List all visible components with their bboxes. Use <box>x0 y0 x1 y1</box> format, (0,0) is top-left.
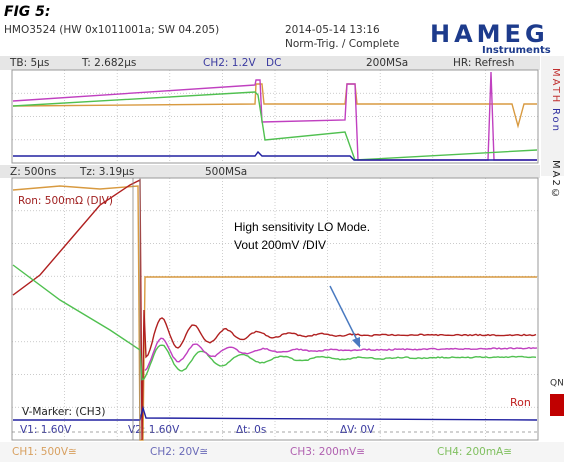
marker-dt: Δt: 0s <box>236 424 266 436</box>
logo-sub: Instruments <box>482 45 551 56</box>
marker-dv: ΔV: 0V <box>340 424 375 436</box>
trigger-status: Norm-Trig. / Complete <box>285 38 399 50</box>
arrow-head <box>352 337 360 348</box>
channel-2: CH2: 20V≅ <box>150 446 208 458</box>
trace-ron <box>13 180 536 440</box>
ron-trace-label: Ron <box>510 396 531 409</box>
datetime: 2014-05-14 13:16 <box>285 24 380 36</box>
side-ma: MA2© <box>550 160 561 201</box>
page: FIG 5: HMO3524 (HW 0x1011001a; SW 04.205… <box>0 0 564 462</box>
marker-v1: V1: 1.60V <box>20 424 72 436</box>
mode: HR: Refresh <box>453 57 514 69</box>
side-indicator <box>550 394 564 416</box>
ron-scale: Ron: 500mΩ (DIV) <box>18 195 113 207</box>
device-info: HMO3524 (HW 0x1011001a; SW 04.205) <box>4 24 219 36</box>
figure-label: FIG 5: <box>4 4 50 20</box>
channel-3: CH3: 200mV≅ <box>290 446 365 458</box>
scope-screen: FIG 5: HMO3524 (HW 0x1011001a; SW 04.205… <box>0 0 564 462</box>
side-qn: QN <box>550 379 564 389</box>
marker-title: V-Marker: (CH3) <box>22 406 105 418</box>
side-ron: Ron <box>550 108 561 133</box>
zoom-time: Tz: 3.19µs <box>79 166 134 178</box>
timebase: TB: 5µs <box>9 57 49 69</box>
trace-ch3 <box>145 338 537 370</box>
overview-sample-rate: 200MSa <box>366 57 408 69</box>
overview-ch1 <box>13 84 537 126</box>
marker-v2: V2: 1.60V <box>128 424 180 436</box>
side-math: MATH <box>550 68 561 104</box>
arrow <box>330 286 360 346</box>
note-line1: High sensitivity LO Mode. <box>234 220 370 234</box>
trigger-channel: CH2: 1.2V <box>203 57 256 69</box>
logo: HAMEG <box>430 20 549 48</box>
trigger-time: T: 2.682µs <box>81 57 136 69</box>
overview-ch4 <box>13 92 537 160</box>
zoom-sample-rate: 500MSa <box>205 166 247 178</box>
zoom: Z: 500ns <box>10 166 56 178</box>
note-line2: Vout 200mV /DIV <box>234 238 326 252</box>
overview-ch2 <box>13 152 537 160</box>
coupling: DC <box>266 57 281 69</box>
channel-1: CH1: 500V≅ <box>12 446 77 458</box>
trace-ch4 <box>13 265 536 380</box>
channel-4: CH4: 200mA≅ <box>437 446 512 458</box>
